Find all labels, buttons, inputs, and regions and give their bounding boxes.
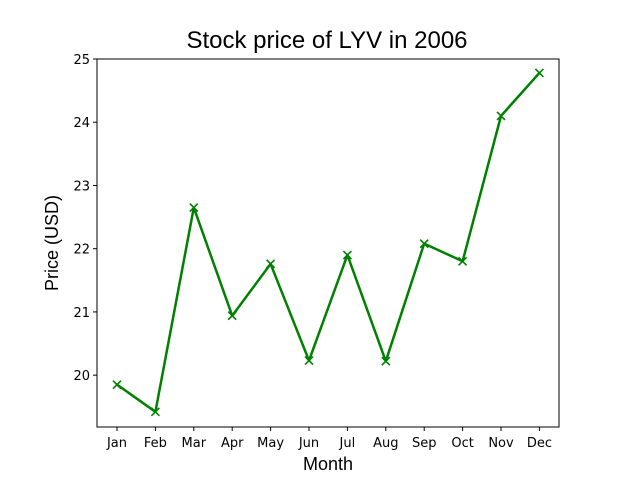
x-tick-label: Jul bbox=[339, 436, 356, 451]
data-point-marker bbox=[189, 203, 199, 213]
y-axis-ticks: 20 21 22 23 24 25 bbox=[73, 53, 97, 384]
x-tick-label: Dec bbox=[527, 436, 552, 451]
data-point-marker bbox=[342, 250, 352, 260]
x-axis-label: Month bbox=[303, 454, 353, 474]
data-point-marker bbox=[266, 259, 276, 269]
data-point-marker bbox=[227, 311, 237, 321]
x-tick-label: Sep bbox=[412, 436, 437, 451]
x-tick-label: Apr bbox=[221, 436, 244, 451]
chart-title: Stock price of LYV in 2006 bbox=[186, 27, 467, 54]
data-point-marker bbox=[381, 356, 391, 366]
x-tick-label: Mar bbox=[182, 436, 207, 451]
x-tick-label: Nov bbox=[488, 436, 514, 451]
x-tick-label: Feb bbox=[144, 436, 167, 451]
data-point-marker bbox=[419, 239, 429, 249]
data-point-marker bbox=[496, 111, 506, 121]
y-tick-label: 21 bbox=[73, 306, 90, 321]
plot-area-frame bbox=[96, 58, 560, 428]
y-tick-label: 23 bbox=[73, 179, 90, 194]
y-tick-label: 20 bbox=[73, 369, 90, 384]
x-tick-label: Aug bbox=[373, 436, 398, 451]
x-tick-label: Oct bbox=[451, 436, 473, 451]
y-tick-label: 22 bbox=[73, 243, 90, 258]
data-point-marker bbox=[458, 256, 468, 266]
y-axis-label: Price (USD) bbox=[42, 195, 62, 291]
x-axis-ticks: Jan Feb Mar Apr May Jun Jul Aug Sep Oct Nov Dec bbox=[106, 427, 552, 451]
data-point-marker bbox=[150, 407, 160, 417]
y-tick-label: 24 bbox=[73, 116, 90, 131]
series-group bbox=[112, 68, 544, 417]
x-tick-label: Jan bbox=[106, 436, 127, 451]
y-tick-label: 25 bbox=[73, 53, 90, 68]
series-line bbox=[115, 71, 541, 414]
data-point-marker bbox=[534, 68, 544, 78]
x-tick-label: Jun bbox=[298, 436, 319, 451]
data-point-marker bbox=[304, 356, 314, 366]
data-point-marker bbox=[112, 380, 122, 390]
x-tick-label: May bbox=[257, 436, 284, 451]
